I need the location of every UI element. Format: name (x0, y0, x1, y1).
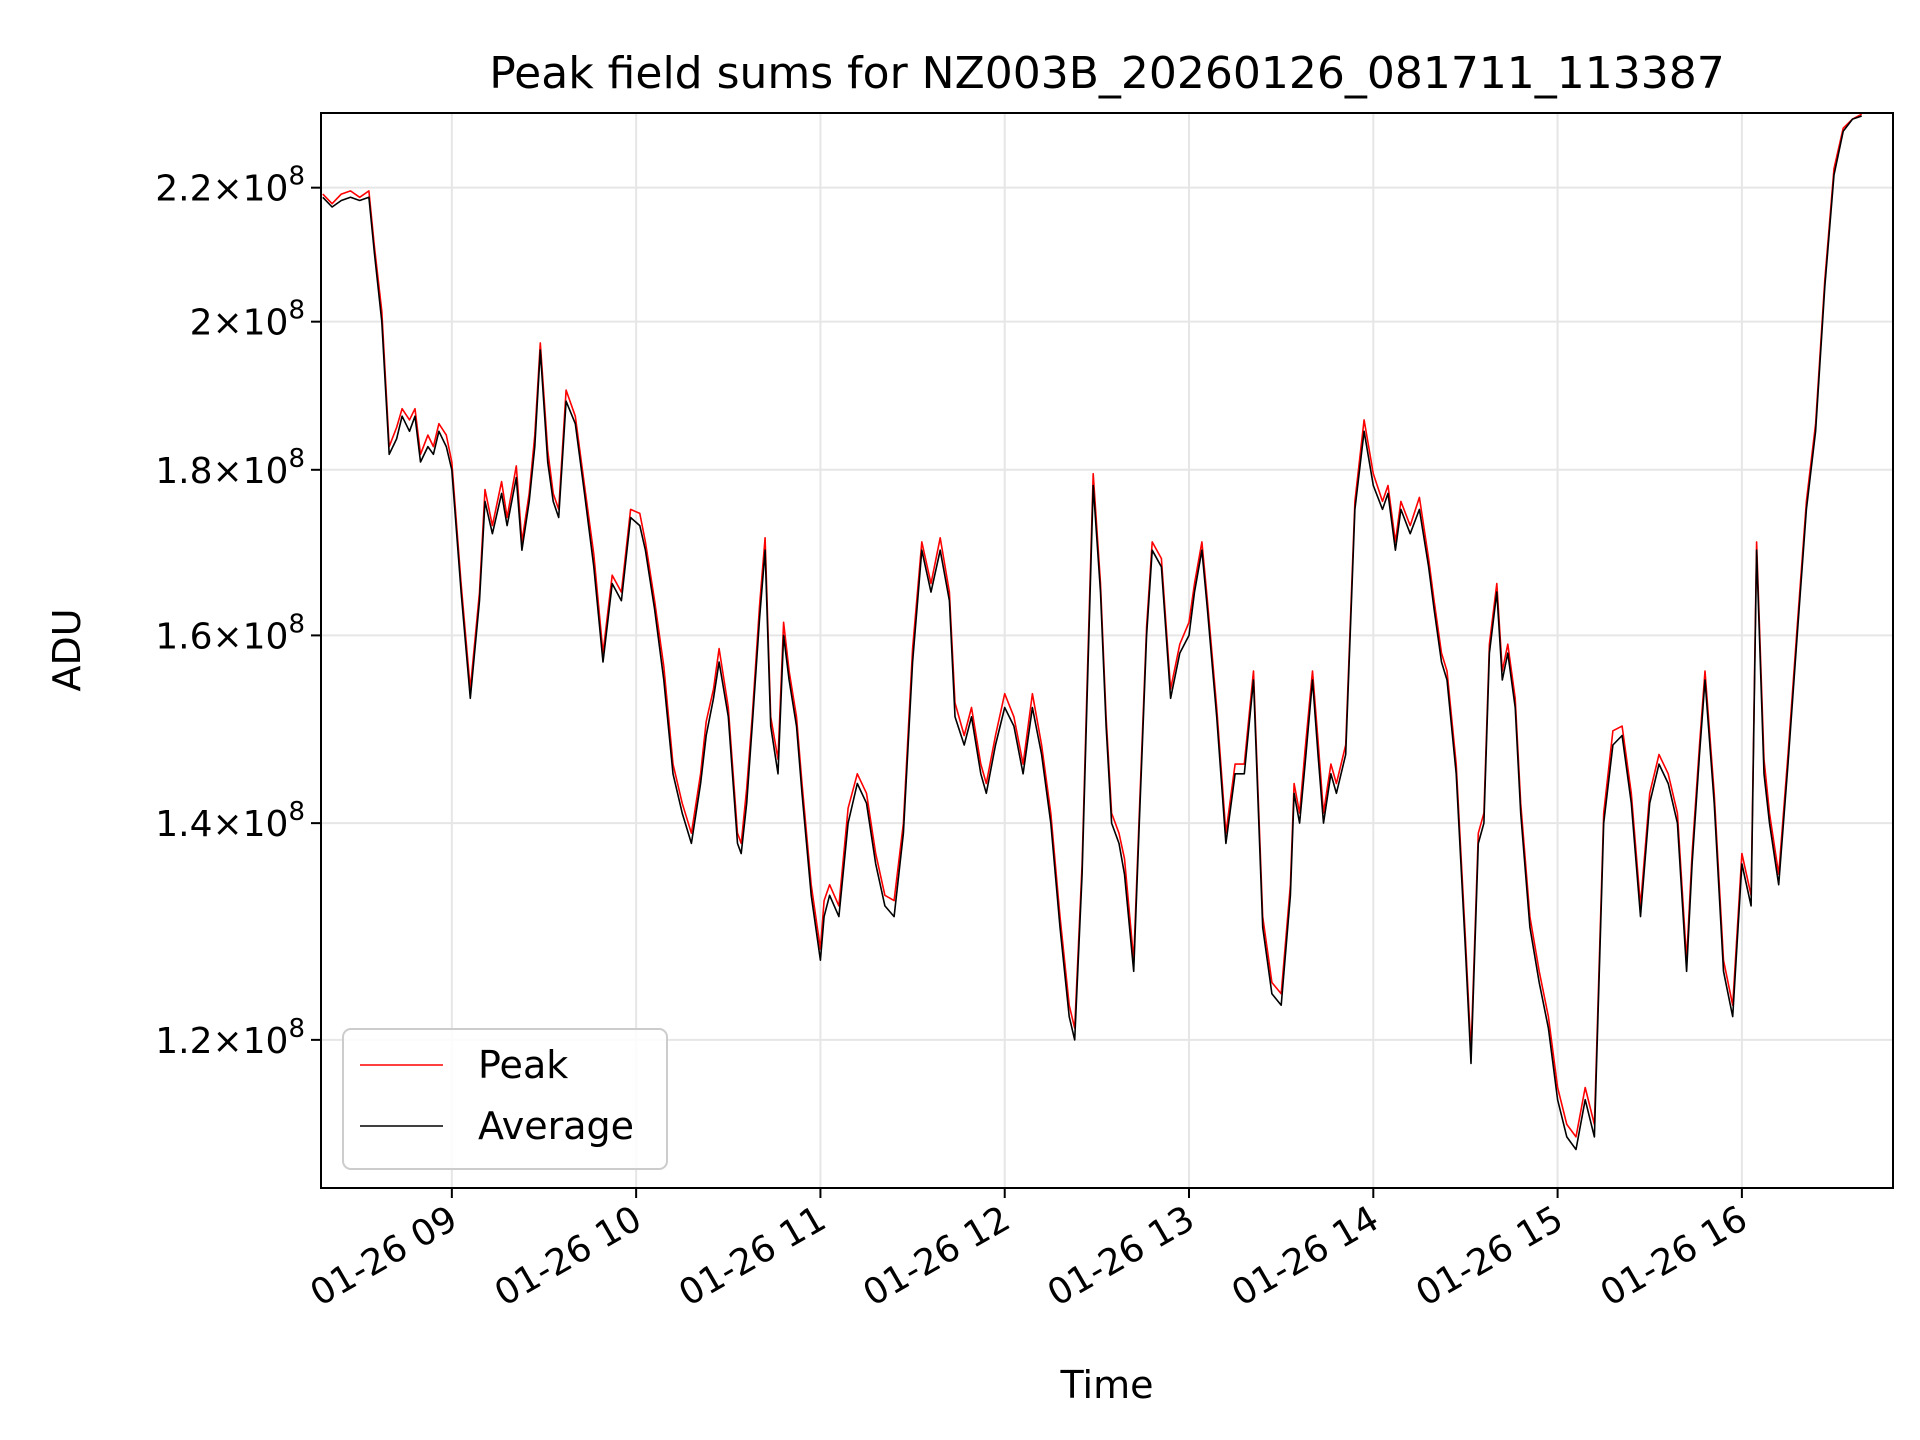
series-group (322, 113, 1863, 1151)
y-axis-ticks: 1.2×108 1.4×108 1.6×108 1.8×108 2×108 2.2×108 (155, 162, 321, 1062)
plot-area-frame (320, 112, 1894, 1189)
y-tick-label: 1.6×108 (155, 609, 305, 657)
y-tick-label: 1.2×108 (155, 1014, 305, 1062)
chart-title: Peak field sums for NZ003B_20260126_0817… (489, 48, 1725, 99)
y-tick-label: 2.2×108 (155, 162, 305, 210)
x-axis-label: Time (1060, 1363, 1154, 1407)
series-line-average (322, 115, 1862, 1151)
legend-peak-label: Peak (478, 1043, 568, 1087)
legend-box (342, 1028, 668, 1170)
y-axis-label: ADU (45, 608, 89, 691)
legend: Peak Average (342, 1028, 668, 1170)
y-tick-label: 1.8×108 (155, 444, 305, 492)
y-tick-label: 2×108 (190, 296, 305, 344)
y-tick-label: 1.4×108 (155, 797, 305, 845)
legend-average-label: Average (478, 1104, 634, 1148)
